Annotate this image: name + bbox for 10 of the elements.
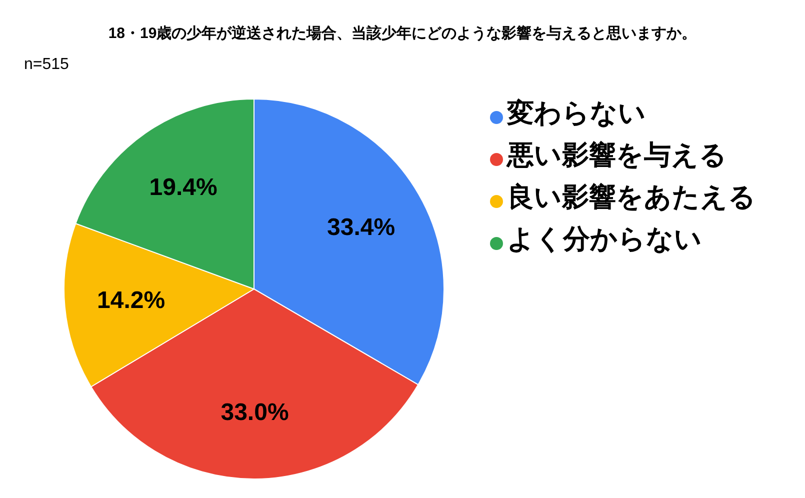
text: n=515	[24, 56, 69, 74]
data-label: 19.4%	[149, 174, 218, 202]
chart-title: 18・19歳の少年が逆送された場合、当該少年にどのような影響を与えると思いますか。	[107, 24, 698, 43]
data-label: 14.2%	[97, 287, 166, 314]
data-label: 33.0%	[220, 399, 289, 426]
legend-label: 悪い影響を与える	[507, 140, 727, 170]
legend-label: よく分からない	[507, 224, 702, 254]
legend-label: 変わらない	[507, 98, 646, 128]
legend-label: 良い影響をあたえる	[507, 182, 756, 212]
data-label: 33.4%	[327, 214, 396, 241]
